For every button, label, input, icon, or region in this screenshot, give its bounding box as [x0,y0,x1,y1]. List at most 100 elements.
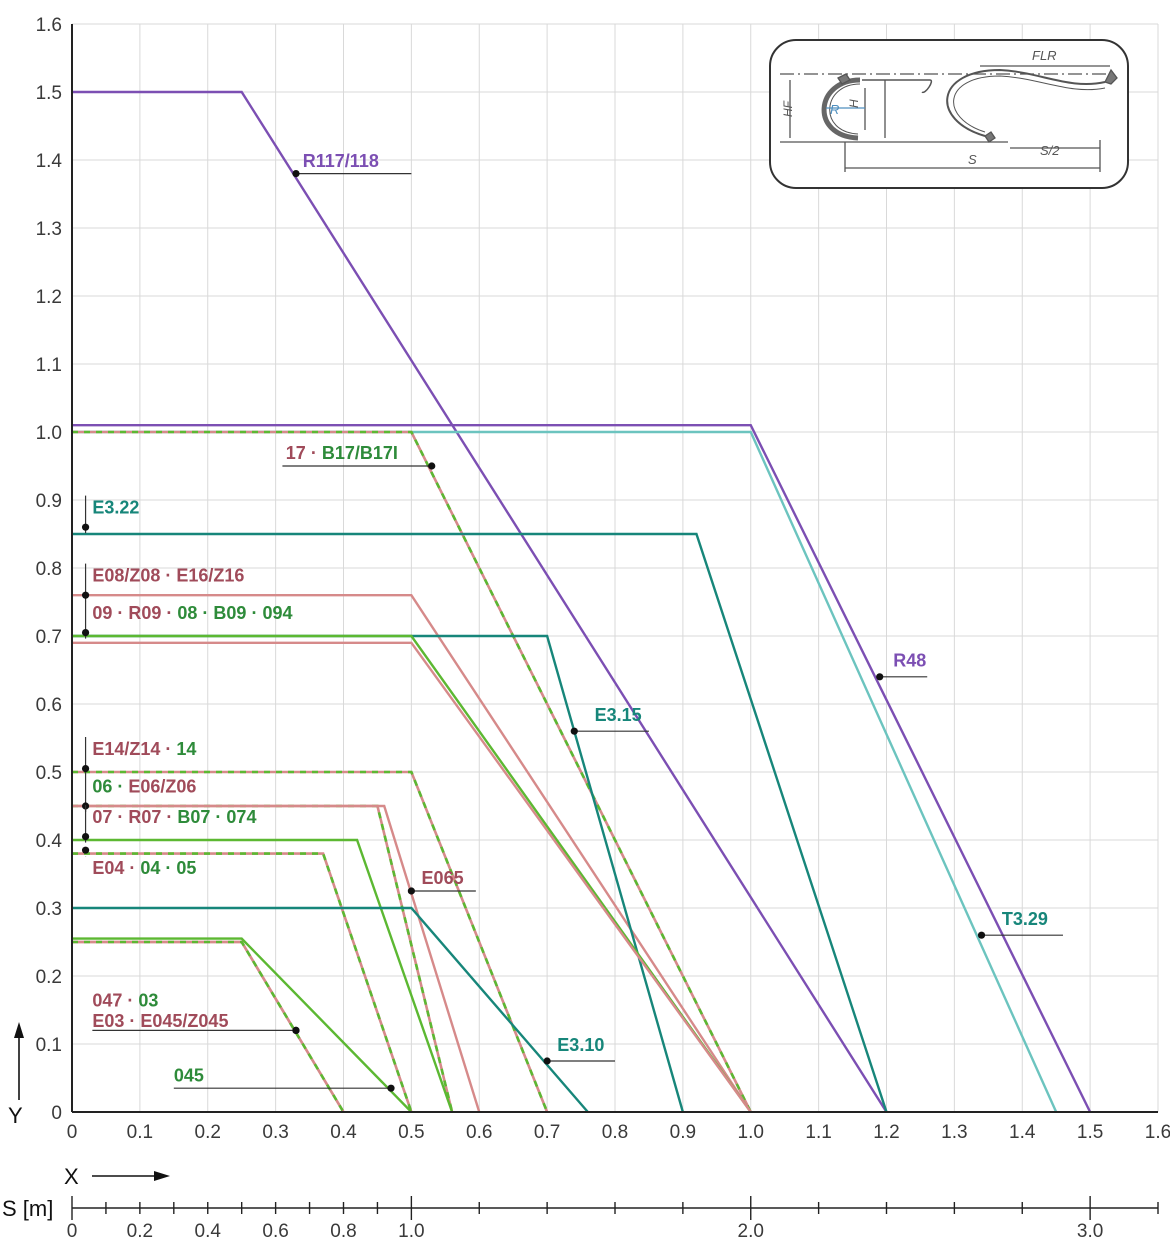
annotation-part: R117/118 [303,151,379,171]
annotation-part: 07 · R07 · [92,807,177,827]
s-tick-label: 0.6 [262,1221,288,1241]
y-tick-label: 0 [51,1103,62,1124]
series-line [72,852,413,1113]
inset-label-s-half: S/2 [1040,143,1060,158]
x-tick-label: 0.7 [534,1122,560,1143]
annotation-dot [292,170,300,178]
annotation-dot [407,887,415,895]
y-tick-label: 1.5 [36,83,62,104]
y-axis-arrowhead [14,1022,24,1038]
annotations-group: R117/118 17 · B17/B17I E3.22 E08/Z08 · E16/… [81,151,1063,1092]
annotation-part: 09 · R09 · [92,603,177,623]
s-tick-label: 3.0 [1077,1221,1103,1241]
series-line [72,804,481,1113]
y-tick-label: 1.0 [36,423,62,444]
s-axis: S [m] 0 0.2 0.4 0.6 0.8 1.0 2.0 3.0 [2,1196,1159,1241]
series-line [72,90,888,1113]
inset-label-r: R [830,102,839,117]
annotation-label: E3.22 [92,498,139,518]
annotation-label: 06 · E06/Z06 [92,776,196,796]
annotation-part: E08/Z08 · E16/Z16 [92,566,244,586]
annotation-part: E3.22 [92,498,139,518]
y-tick-label: 0.4 [36,831,63,852]
inset-label-s: S [968,152,977,167]
x-tick-label: 0.5 [398,1122,424,1143]
annotation-label: E14/Z14 · 14 [92,739,196,759]
y-tick-label: 0.3 [36,899,62,920]
annotation-label: 17 · B17/B17I [286,443,398,463]
x-tick-label: 0.4 [330,1122,357,1143]
series-line [72,641,752,1113]
annotation-dot [570,727,578,735]
annotation-label: E03 · E045/Z045 [92,1011,228,1031]
annotation-part: E06/Z06 [128,776,196,796]
annotation-part: T3.29 [1002,909,1048,929]
series-line [72,594,752,1113]
x-tick-label: 0.9 [670,1122,696,1143]
annotation-dot [81,629,90,637]
series-line [72,937,413,1113]
annotation-dot [81,765,90,773]
y-tick-label: 1.6 [36,15,62,36]
annotation-part: 08 · B09 · 094 [177,603,292,623]
series-line [72,634,752,1113]
y-tick-label: 0.5 [36,763,62,784]
x-tick-label: 0.1 [127,1122,153,1143]
annotation-part: E3.15 [595,705,642,725]
x-axis-arrowhead [154,1171,170,1181]
x-tick-label: 0.6 [466,1122,492,1143]
s-axis-name: S [m] [2,1196,53,1221]
inset-diagram: FLR R H HF S S/2 [769,39,1129,189]
annotation-dot [81,523,90,531]
s-tick-label: 2.0 [738,1221,764,1241]
x-tick-label: 1.3 [941,1122,967,1143]
annotation-label: E3.15 [595,705,642,725]
x-tick-label: 1.0 [738,1122,764,1143]
annotation-part: 06 · [92,776,128,796]
annotation-part: 03 [138,991,158,1011]
y-tick-label: 1.4 [36,151,63,172]
s-tick-label: 0.4 [195,1221,222,1241]
axes: 0 0.1 0.2 0.3 0.4 0.5 0.6 0.7 0.8 0.9 1.0 1.1 1.2 1.3… [8,15,1170,1189]
y-tick-label: 0.7 [36,627,62,648]
annotation-label: R117/118 [303,151,379,171]
series-line [72,906,589,1113]
x-tick-label: 0 [67,1122,78,1143]
series-line-dash [72,940,345,1113]
inset-drawing [780,65,1118,172]
annotation-label: R48 [893,651,926,671]
annotation-part: E14/Z14 · [92,739,176,759]
annotation-label: 07 · R07 · B07 · 074 [92,807,256,827]
y-tick-label: 0.1 [36,1035,62,1056]
y-tick-label: 1.3 [36,219,62,240]
annotation-label: 047 · 03 [92,991,158,1011]
x-tick-label: 1.2 [873,1122,899,1143]
series-line-dash [72,430,752,1113]
x-tick-label: 1.4 [1009,1122,1036,1143]
x-tick-label: 0.8 [602,1122,628,1143]
annotation-part: 045 [174,1065,204,1085]
s-tick-label: 0 [67,1221,78,1241]
annotation-part: E065 [422,868,464,888]
annotation-label: E3.10 [557,1035,604,1055]
annotation-label: E065 [422,868,464,888]
s-tick-label: 1.0 [398,1221,424,1241]
series-line [72,532,888,1113]
annotation-label: 045 [174,1065,204,1085]
series-line-dash [72,770,549,1113]
x-tick-label: 1.1 [805,1122,831,1143]
annotation-part: B17/B17I [322,443,398,463]
series-line [72,838,454,1113]
annotation-dot [977,931,986,939]
annotation-dot [543,1057,551,1065]
y-tick-label: 0.2 [36,967,62,988]
annotation-label: 09 · R09 · 08 · B09 · 094 [92,603,292,623]
annotation-part: 04 · 05 [140,858,196,878]
annotation-part: R48 [893,651,926,671]
x-tick-label: 0.2 [195,1122,221,1143]
x-tick-label: 1.6 [1145,1122,1170,1143]
annotation-label: E08/Z08 · E16/Z16 [92,566,244,586]
annotation-part: 17 · [286,443,322,463]
annotation-part: B07 · 074 [177,807,256,827]
